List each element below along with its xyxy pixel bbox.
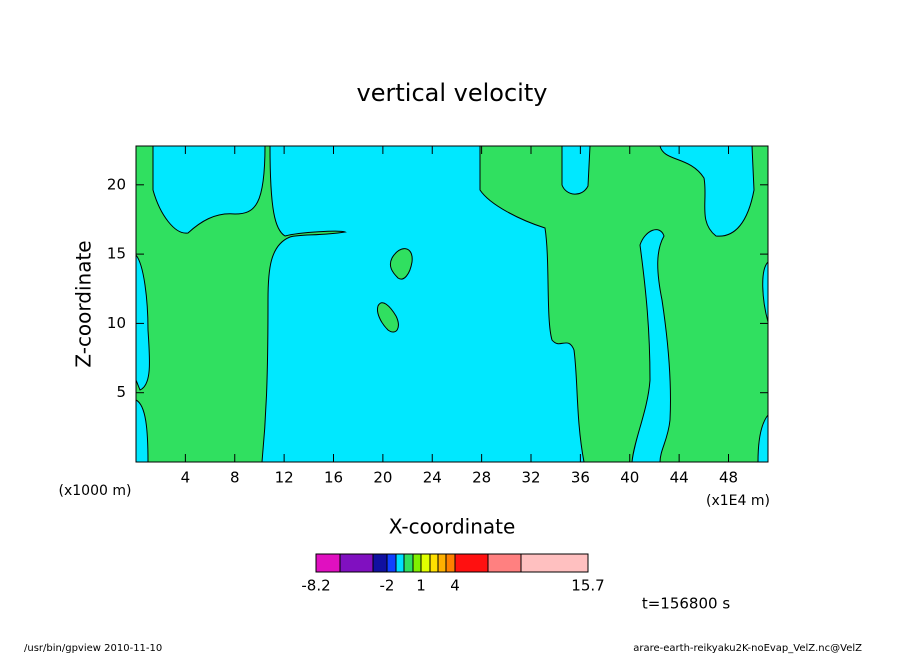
x-tick-label: 44 (670, 469, 689, 487)
colorbar-swatch (487, 553, 522, 573)
colorbar: -8.2 -2 1 4 15.7 (301, 553, 605, 595)
colorbar-swatch (395, 553, 405, 573)
y-axis-title: Z-coordinate (72, 240, 96, 367)
x-tick-label: 4 (181, 469, 191, 487)
x-tick-label: 48 (719, 469, 738, 487)
x-tick-label: 32 (521, 469, 540, 487)
colorbar-tick-label: -2 (380, 577, 395, 595)
footer-right: arare-earth-reikyaku2K-noEvap_VelZ.nc@Ve… (633, 643, 862, 654)
colorbar-swatch (445, 553, 456, 573)
x-axis-title: X-coordinate (389, 515, 516, 539)
colorbar-swatch (339, 553, 374, 573)
colorbar-swatch (403, 553, 414, 573)
contour-field (135, 145, 769, 463)
colorbar-swatch (429, 553, 439, 573)
contour-region (135, 253, 150, 391)
footer-left: /usr/bin/gpview 2010-11-10 (24, 643, 162, 654)
contour-region (377, 302, 399, 333)
contour-region (152, 145, 266, 234)
contour-region (561, 145, 591, 195)
colorbar-swatch (520, 553, 589, 573)
colorbar-swatch (412, 553, 422, 573)
x-tick-label: 28 (472, 469, 491, 487)
x-unit-label: (x1E4 m) (706, 493, 770, 509)
colorbar-tick-label: 15.7 (571, 577, 604, 595)
x-tick-label: 12 (275, 469, 294, 487)
contour-region (631, 229, 672, 463)
chart-title: vertical velocity (357, 79, 548, 107)
y-tick-label: 5 (116, 383, 126, 401)
x-tick-label: 36 (571, 469, 590, 487)
y-tick-label: 10 (107, 314, 126, 332)
colorbar-swatch (454, 553, 489, 573)
x-tick-label: 16 (324, 469, 343, 487)
colorbar-tick-label: 4 (450, 577, 460, 595)
x-tick-label: 40 (620, 469, 639, 487)
time-label: t=156800 s (642, 595, 730, 613)
colorbar-swatch (372, 553, 388, 573)
colorbar-swatch (437, 553, 447, 573)
contour-region (659, 145, 755, 237)
x-tick-label: 8 (230, 469, 240, 487)
colorbar-swatch (315, 553, 341, 573)
x-tick-label: 20 (373, 469, 392, 487)
plot-frame (135, 145, 769, 463)
x-unit-label: (x1000 m) (59, 483, 132, 499)
x-tick-label: 24 (423, 469, 442, 487)
contour-region (261, 145, 585, 463)
colorbar-swatch (386, 553, 397, 573)
colorbar-tick-label: -8.2 (301, 577, 330, 595)
colorbar-tick-label: 1 (416, 577, 426, 595)
contour-region (389, 248, 413, 280)
y-tick-label: 15 (107, 245, 126, 263)
colorbar-swatch (420, 553, 431, 573)
y-tick-label: 20 (107, 175, 126, 193)
